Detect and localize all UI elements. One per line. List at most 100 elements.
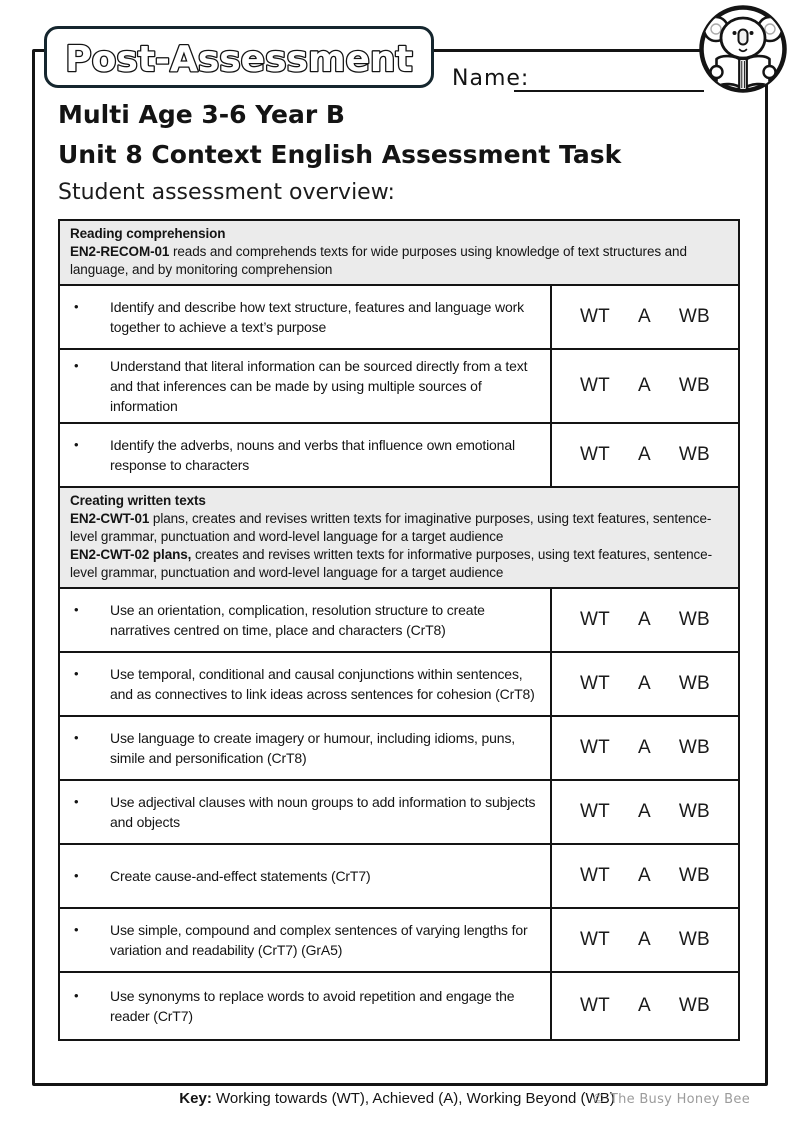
- criterion-row: • Identify the adverbs, nouns and verbs …: [60, 422, 738, 486]
- criterion-text: Use adjectival clauses with noun groups …: [110, 794, 536, 830]
- copyright-credit: © The Busy Honey Bee: [592, 1092, 750, 1107]
- section-header-reading: Reading comprehension EN2-RECOM-01 reads…: [60, 221, 738, 284]
- section-title: Reading comprehension: [70, 226, 226, 241]
- rating-wt: WT: [580, 375, 610, 396]
- criterion-row: • Identify and describe how text structu…: [60, 284, 738, 348]
- rating-a: A: [638, 375, 651, 396]
- outcome-text: EN2-CWT-01 plans, creates and revises wr…: [70, 510, 728, 546]
- bullet-marker: •: [74, 602, 79, 617]
- criterion-description-cell: • Use an orientation, complication, reso…: [60, 589, 552, 651]
- badge-title: Post-Assessment: [65, 39, 412, 80]
- key-label: Key:: [179, 1090, 212, 1107]
- rating-options-cell: WT A WB: [552, 589, 738, 651]
- rating-options-cell: WT A WB: [552, 424, 738, 486]
- criterion-description-cell: • Use language to create imagery or humo…: [60, 717, 552, 779]
- rating-wb: WB: [678, 375, 710, 396]
- rating-wb: WB: [678, 609, 710, 630]
- name-input-line: [514, 64, 704, 92]
- rating-a: A: [638, 306, 651, 327]
- criterion-text: Use temporal, conditional and causal con…: [110, 666, 535, 702]
- bullet-marker: •: [74, 666, 79, 681]
- rating-key: Key: Working towards (WT), Achieved (A),…: [0, 1090, 794, 1107]
- criterion-row: • Use synonyms to replace words to avoid…: [60, 971, 738, 1039]
- rating-options-cell: WT A WB: [552, 653, 738, 715]
- rating-wt: WT: [580, 737, 610, 758]
- rating-wt: WT: [580, 929, 610, 950]
- page-subtitle: Student assessment overview:: [58, 180, 395, 205]
- rating-wb: WB: [678, 929, 710, 950]
- rating-options-cell: WT A WB: [552, 781, 738, 843]
- outcome-code: EN2-RECOM-01: [70, 244, 170, 259]
- rating-a: A: [638, 673, 651, 694]
- rating-options-cell: WT A WB: [552, 973, 738, 1039]
- outcome-description: creates and revises written texts for in…: [70, 547, 712, 580]
- rating-options-cell: WT A WB: [552, 717, 738, 779]
- rating-a: A: [638, 444, 651, 465]
- criterion-row: • Use adjectival clauses with noun group…: [60, 779, 738, 843]
- outcome-text: EN2-CWT-02 plans, creates and revises wr…: [70, 546, 728, 582]
- rating-wt: WT: [580, 995, 610, 1016]
- rating-wb: WB: [678, 995, 710, 1016]
- criterion-row: • Use an orientation, complication, reso…: [60, 587, 738, 651]
- koala-reading-book-icon: [696, 2, 790, 96]
- bullet-marker: •: [74, 299, 79, 314]
- rating-a: A: [638, 995, 651, 1016]
- bullet-marker: •: [74, 794, 79, 809]
- criterion-text: Use synonyms to replace words to avoid r…: [110, 988, 515, 1024]
- rating-a: A: [638, 609, 651, 630]
- criterion-row: • Understand that literal information ca…: [60, 348, 738, 422]
- criterion-text: Identify and describe how text structure…: [110, 299, 524, 335]
- section-header-writing: Creating written texts EN2-CWT-01 plans,…: [60, 486, 738, 587]
- rating-wt: WT: [580, 801, 610, 822]
- rating-wt: WT: [580, 306, 610, 327]
- criterion-row: • Use simple, compound and complex sente…: [60, 907, 738, 971]
- rating-a: A: [638, 929, 651, 950]
- outcome-description: reads and comprehends texts for wide pur…: [70, 244, 687, 277]
- section-title: Creating written texts: [70, 493, 206, 508]
- criterion-description-cell: • Use simple, compound and complex sente…: [60, 909, 552, 971]
- bullet-marker: •: [74, 988, 79, 1003]
- rating-options-cell: WT A WB: [552, 286, 738, 348]
- criterion-description-cell: • Create cause-and-effect statements (Cr…: [60, 845, 552, 907]
- rating-wb: WB: [678, 673, 710, 694]
- rating-a: A: [638, 801, 651, 822]
- criterion-row: • Use language to create imagery or humo…: [60, 715, 738, 779]
- criterion-row: • Use temporal, conditional and causal c…: [60, 651, 738, 715]
- bullet-marker: •: [74, 437, 79, 452]
- rating-wb: WB: [678, 737, 710, 758]
- outcome-code: EN2-CWT-02 plans,: [70, 547, 192, 562]
- rating-options-cell: WT A WB: [552, 909, 738, 971]
- criterion-row: • Create cause-and-effect statements (Cr…: [60, 843, 738, 907]
- criterion-description-cell: • Identify and describe how text structu…: [60, 286, 552, 348]
- criterion-text: Use simple, compound and complex sentenc…: [110, 922, 528, 958]
- name-label: Name:: [452, 66, 530, 91]
- outcome-description: plans, creates and revises written texts…: [70, 511, 712, 544]
- assessment-table: Reading comprehension EN2-RECOM-01 reads…: [58, 219, 740, 1041]
- criterion-text: Use language to create imagery or humour…: [110, 730, 516, 766]
- rating-options-cell: WT A WB: [552, 845, 738, 907]
- rating-wt: WT: [580, 673, 610, 694]
- rating-a: A: [638, 737, 651, 758]
- bullet-marker: •: [74, 358, 79, 373]
- criterion-description-cell: • Understand that literal information ca…: [60, 350, 552, 422]
- rating-wt: WT: [580, 865, 610, 886]
- criterion-text: Use an orientation, complication, resolu…: [110, 602, 485, 638]
- criterion-description-cell: • Use synonyms to replace words to avoid…: [60, 973, 552, 1039]
- rating-wb: WB: [678, 865, 710, 886]
- page-title-course: Multi Age 3-6 Year B: [58, 100, 345, 129]
- key-text: Working towards (WT), Achieved (A), Work…: [211, 1090, 615, 1107]
- criterion-description-cell: • Use temporal, conditional and causal c…: [60, 653, 552, 715]
- post-assessment-badge: Post-Assessment: [44, 26, 434, 88]
- criterion-description-cell: • Identify the adverbs, nouns and verbs …: [60, 424, 552, 486]
- criterion-text: Identify the adverbs, nouns and verbs th…: [110, 437, 515, 473]
- outcome-text: EN2-RECOM-01 reads and comprehends texts…: [70, 243, 728, 279]
- bullet-marker: •: [74, 730, 79, 745]
- bubble-text-graphic: Post-Assessment: [64, 38, 414, 82]
- criterion-text: Understand that literal information can …: [110, 358, 528, 414]
- rating-wb: WB: [678, 306, 710, 327]
- rating-wb: WB: [678, 801, 710, 822]
- page-title-unit: Unit 8 Context English Assessment Task: [58, 140, 622, 169]
- rating-a: A: [638, 865, 651, 886]
- bullet-marker: •: [74, 922, 79, 937]
